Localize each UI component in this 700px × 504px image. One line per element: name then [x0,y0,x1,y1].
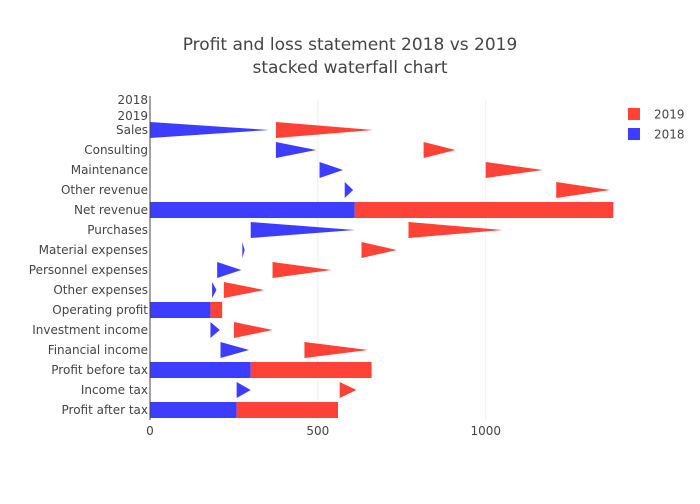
y-tick-label-investment-income: Investment income [32,323,148,337]
y-tick-label-purchases: Purchases [87,223,148,237]
x-tick-label-1000: 1000 [470,424,501,438]
bar-2018-maintenance[interactable] [319,162,344,178]
bar-2019-sales[interactable] [275,122,374,138]
bar-2018-purchases[interactable] [250,222,355,238]
y-tick-label-net-revenue: Net revenue [74,203,148,217]
bar-2019-profit-before-tax[interactable] [250,362,372,378]
x-tick-label-500: 500 [306,424,329,438]
bar-2018-income-tax[interactable] [236,382,251,398]
y-tick-label-maintenance: Maintenance [71,163,148,177]
y-tick-label-other-revenue: Other revenue [61,183,148,197]
bar-2019-financial-income[interactable] [304,342,369,358]
bar-2019-profit-after-tax[interactable] [236,402,338,418]
y-group-label-2019: 2019 [117,109,148,123]
chart-subtitle: stacked waterfall chart [252,58,447,78]
y-tick-label-material-expenses: Material expenses [39,243,148,257]
legend-swatch-2019[interactable] [628,108,640,120]
chart-title-group: Profit and loss statement 2018 vs 2019 s… [183,35,518,78]
bar-2019-income-tax[interactable] [339,382,357,398]
bar-2018-net-revenue[interactable] [150,202,355,218]
bar-2018-material-expenses[interactable] [242,242,245,258]
bar-2018-other-revenue[interactable] [344,182,354,198]
bar-2018-operating-profit[interactable] [150,302,211,318]
legend-label-2018[interactable]: 2018 [654,128,685,142]
x-tick-label-0: 0 [146,424,154,438]
bar-2019-other-revenue[interactable] [556,182,610,198]
bar-2019-material-expenses[interactable] [361,242,397,258]
y-tick-label-other-expenses: Other expenses [53,283,148,297]
bar-2019-investment-income[interactable] [233,322,273,338]
legend-label-2019[interactable]: 2019 [654,108,685,122]
y-tick-label-operating-profit: Operating profit [52,303,148,317]
bar-2019-operating-profit[interactable] [210,302,223,318]
bar-2018-profit-after-tax[interactable] [150,402,237,418]
y-tick-label-consulting: Consulting [84,143,148,157]
y-tick-label-income-tax: Income tax [81,383,148,397]
bar-2019-net-revenue[interactable] [354,202,614,218]
x-axis: 0 500 1000 [146,424,501,438]
y-tick-label-profit-before-tax: Profit before tax [51,363,148,377]
bar-2018-personnel-expenses[interactable] [217,262,242,278]
bar-2018-other-expenses[interactable] [212,282,217,298]
bar-2018-financial-income[interactable] [220,342,250,358]
y-tick-label-sales: Sales [116,123,148,137]
y-tick-label-financial-income: Financial income [48,343,148,357]
bar-2019-purchases[interactable] [408,222,503,238]
y-tick-label-personnel-expenses: Personnel expenses [29,263,148,277]
bar-2019-other-expenses[interactable] [223,282,265,298]
bar-2019-maintenance[interactable] [485,162,543,178]
bar-2019-personnel-expenses[interactable] [272,262,332,278]
chart-title: Profit and loss statement 2018 vs 2019 [183,35,518,55]
bar-2018-sales[interactable] [150,122,270,138]
legend-swatch-2018[interactable] [628,128,640,140]
legend[interactable]: 2019 2018 [628,108,685,142]
y-group-label-2018: 2018 [117,93,148,107]
plot-area [150,122,614,418]
bar-2018-profit-before-tax[interactable] [150,362,251,378]
bar-2018-consulting[interactable] [275,142,317,158]
y-tick-label-profit-after-tax: Profit after tax [62,403,148,417]
bar-2018-investment-income[interactable] [210,322,220,338]
bar-2019-consulting[interactable] [423,142,456,158]
